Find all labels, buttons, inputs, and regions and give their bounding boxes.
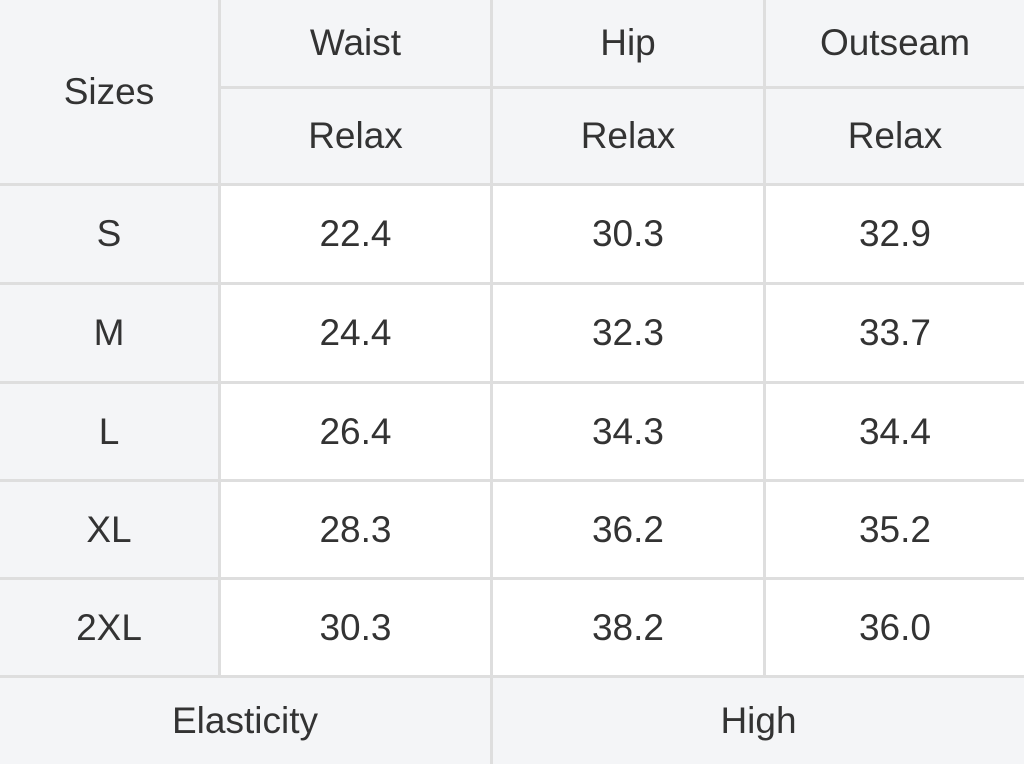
elasticity-label: Elasticity bbox=[0, 678, 490, 764]
elasticity-value: High bbox=[493, 678, 1024, 764]
outseam-subheader: Relax bbox=[766, 89, 1024, 183]
table-cell: 33.7 bbox=[766, 285, 1024, 381]
table-cell: 22.4 bbox=[221, 186, 490, 282]
table-cell: 32.9 bbox=[766, 186, 1024, 282]
table-cell: 26.4 bbox=[221, 384, 490, 479]
outseam-header: Outseam bbox=[766, 0, 1024, 86]
table-cell: 30.3 bbox=[221, 580, 490, 675]
waist-header: Waist bbox=[221, 0, 490, 86]
hip-subheader: Relax bbox=[493, 89, 763, 183]
waist-subheader: Relax bbox=[221, 89, 490, 183]
table-cell: 32.3 bbox=[493, 285, 763, 381]
table-cell: 28.3 bbox=[221, 482, 490, 577]
table-cell: 35.2 bbox=[766, 482, 1024, 577]
size-label: L bbox=[0, 384, 218, 479]
table-cell: 24.4 bbox=[221, 285, 490, 381]
table-cell: 30.3 bbox=[493, 186, 763, 282]
hip-header: Hip bbox=[493, 0, 763, 86]
size-label: S bbox=[0, 186, 218, 282]
size-label: 2XL bbox=[0, 580, 218, 675]
table-cell: 34.3 bbox=[493, 384, 763, 479]
table-cell: 34.4 bbox=[766, 384, 1024, 479]
size-label: XL bbox=[0, 482, 218, 577]
table-cell: 38.2 bbox=[493, 580, 763, 675]
table-cell: 36.2 bbox=[493, 482, 763, 577]
size-label: M bbox=[0, 285, 218, 381]
sizes-header: Sizes bbox=[0, 0, 218, 183]
table-cell: 36.0 bbox=[766, 580, 1024, 675]
